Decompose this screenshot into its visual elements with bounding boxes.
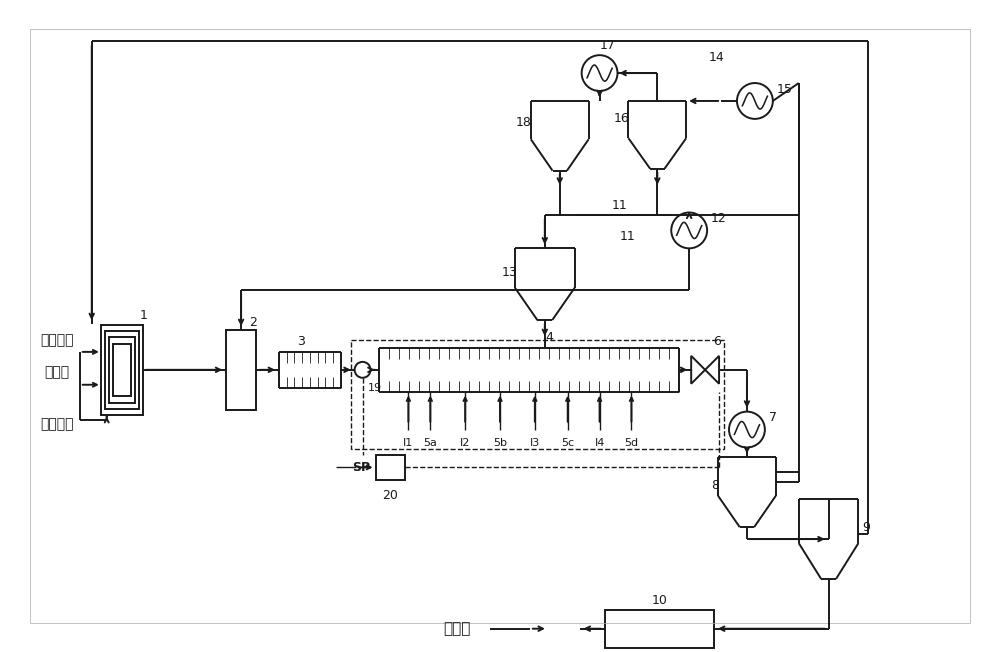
Bar [113,344,131,396]
Text: 17: 17 [600,38,615,52]
Circle shape [582,55,617,91]
Text: 16: 16 [614,112,629,125]
Text: 5c: 5c [561,439,574,449]
Text: 14: 14 [709,51,725,64]
Text: I4: I4 [594,439,605,449]
Text: 3: 3 [297,335,305,348]
Bar [226,330,256,409]
Bar [351,340,724,449]
Text: 20: 20 [383,489,398,502]
Text: 7: 7 [769,411,777,424]
Text: 11: 11 [619,230,635,243]
Circle shape [729,411,765,447]
Bar [109,337,135,403]
Text: 共聚单体: 共聚单体 [40,417,74,432]
Circle shape [355,362,371,378]
Text: 15: 15 [777,83,793,95]
Polygon shape [705,356,719,384]
Text: 5d: 5d [624,439,639,449]
Bar [376,455,405,480]
Text: 1: 1 [140,308,147,321]
Text: 8: 8 [711,479,719,492]
Text: 5a: 5a [423,439,437,449]
Text: I1: I1 [403,439,414,449]
Text: 4: 4 [546,331,554,344]
Text: 新鲜乙烯: 新鲜乙烯 [40,333,74,347]
Polygon shape [691,356,705,384]
Bar [101,325,143,415]
Circle shape [737,83,773,119]
Text: 18: 18 [516,116,532,129]
Text: 13: 13 [501,266,517,279]
Text: 12: 12 [711,212,727,225]
Bar [105,331,139,409]
Text: 聚合物: 聚合物 [443,621,470,636]
Text: 10: 10 [651,595,667,607]
Text: SP: SP [352,461,371,474]
Text: 9: 9 [862,521,870,533]
Text: I3: I3 [530,439,540,449]
Circle shape [671,213,707,248]
Bar [605,610,714,647]
Text: I2: I2 [460,439,470,449]
Text: 改性剂: 改性剂 [44,365,69,379]
Text: 5b: 5b [493,439,507,449]
Text: 11: 11 [612,199,627,212]
Text: 2: 2 [249,316,257,329]
Text: 6: 6 [713,335,721,348]
Text: 19: 19 [368,383,382,393]
